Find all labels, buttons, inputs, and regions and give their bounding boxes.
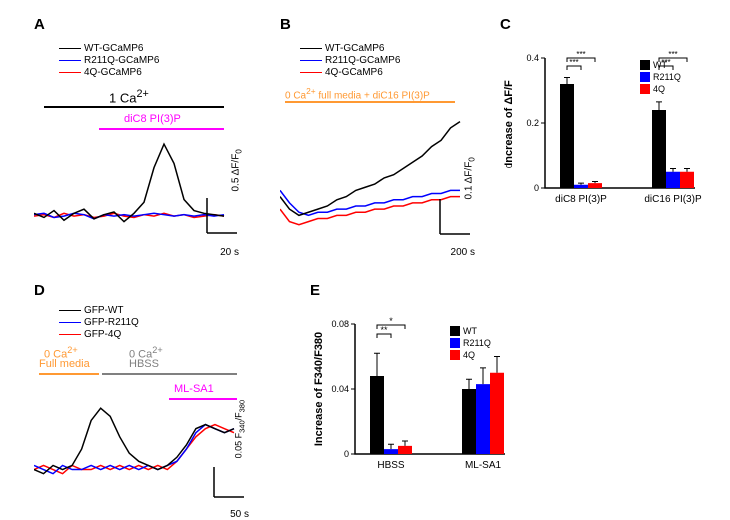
svg-text:R211Q: R211Q (653, 72, 681, 82)
scale-y-a: 0.5 ΔF/F0 (230, 149, 243, 191)
svg-text:0.2: 0.2 (526, 118, 539, 128)
panel-b-label: B (280, 16, 470, 33)
cond-dic8-bar (99, 128, 224, 130)
cond-b-bar (285, 101, 455, 103)
panel-a: A WT-GCaMP6 R211Q-GCaMP6 4Q-GCaMP6 1 Ca2… (34, 16, 234, 228)
svg-text:*: * (389, 316, 393, 326)
legend-4q-d: GFP-4Q (59, 329, 244, 340)
panel-e-label: E (310, 282, 540, 299)
cond-d5: ML-SA1 (174, 383, 214, 395)
scale-x-d: 50 s (230, 509, 249, 520)
panel-d-scalebar (209, 462, 249, 507)
cond-b: 0 Ca2+ full media + diC16 PI(3)P (285, 86, 430, 101)
legend-wt-b: WT-GCaMP6 (300, 43, 470, 54)
scale-x-a: 20 s (220, 247, 239, 258)
panel-c-chart: 0 0.2 0.4 diC8 PI(3)P diC16 PI(3)P Increase o… (500, 38, 710, 228)
cond-dic8: diC8 PI(3)P (124, 113, 181, 125)
legend-4q: 4Q-GCaMP6 (59, 67, 234, 78)
svg-text:0.04: 0.04 (331, 384, 349, 394)
svg-text:4Q: 4Q (463, 350, 475, 360)
panel-c: C 0 0.2 0.4 diC8 PI(3)P diC16 PI(3)P Increase… (500, 16, 710, 228)
svg-text:diC8 PI(3)P: diC8 PI(3)P (555, 194, 607, 205)
cond-1ca-bar (44, 106, 224, 108)
cond-d4: HBSS (129, 358, 159, 370)
panel-a-legend: WT-GCaMP6 R211Q-GCaMP6 4Q-GCaMP6 (59, 43, 234, 78)
svg-text:0: 0 (505, 163, 514, 168)
svg-text:Increase of F340/F380: Increase of F340/F380 (313, 332, 325, 446)
legend-r211q-d: GFP-R211Q (59, 317, 244, 328)
panel-a-scalebar (202, 193, 242, 243)
svg-text:**: ** (380, 325, 388, 335)
scale-y-d: 0.05 F340/F380 (234, 400, 247, 459)
panel-b-scalebar (435, 194, 475, 244)
cond-d2-bar (39, 373, 99, 375)
legend-4q-b: 4Q-GCaMP6 (300, 67, 470, 78)
svg-text:WT: WT (463, 326, 477, 336)
svg-text:***: *** (661, 58, 670, 67)
cond-d4-bar (102, 373, 237, 375)
legend-r211q: R211Q-GCaMP6 (59, 55, 234, 66)
svg-text:diC16 PI(3)P: diC16 PI(3)P (644, 194, 702, 205)
panel-c-label: C (500, 16, 710, 33)
legend-wt: WT-GCaMP6 (59, 43, 234, 54)
svg-text:Increase of ΔF/F: Increase of ΔF/F (503, 80, 515, 166)
cond-1ca: 1 Ca2+ (109, 88, 149, 105)
panel-a-label: A (34, 16, 234, 33)
svg-text:***: *** (569, 58, 578, 67)
svg-text:ML-SA1: ML-SA1 (465, 460, 502, 471)
panel-d-label: D (34, 282, 244, 299)
legend-r211q-b: R211Q-GCaMP6 (300, 55, 470, 66)
cond-d2: Full media (39, 358, 90, 370)
panel-e: E 0 0.04 0.08 HBSS ML-SA1 Increase of F340/F3… (310, 282, 540, 504)
svg-text:0.4: 0.4 (526, 53, 539, 63)
panel-b-legend: WT-GCaMP6 R211Q-GCaMP6 4Q-GCaMP6 (300, 43, 470, 78)
svg-text:***: *** (576, 50, 585, 59)
panel-b: B WT-GCaMP6 R211Q-GCaMP6 4Q-GCaMP6 0 Ca2… (280, 16, 470, 236)
panel-d-legend: GFP-WT GFP-R211Q GFP-4Q (59, 305, 244, 340)
svg-text:R211Q: R211Q (463, 338, 491, 348)
scale-y-b: 0.1 ΔF/F0 (463, 157, 476, 199)
svg-text:0.08: 0.08 (331, 319, 349, 329)
svg-text:0: 0 (534, 183, 539, 193)
panel-d: D GFP-WT GFP-R211Q GFP-4Q 0 Ca2+ Full me… (34, 282, 244, 495)
legend-wt-d: GFP-WT (59, 305, 244, 316)
scale-x-b: 200 s (451, 247, 475, 258)
svg-text:0: 0 (344, 449, 349, 459)
panel-e-chart: 0 0.04 0.08 HBSS ML-SA1 Increase of F340/F380… (310, 304, 540, 504)
svg-text:4Q: 4Q (653, 84, 665, 94)
svg-text:HBSS: HBSS (377, 460, 405, 471)
svg-text:***: *** (668, 50, 677, 59)
